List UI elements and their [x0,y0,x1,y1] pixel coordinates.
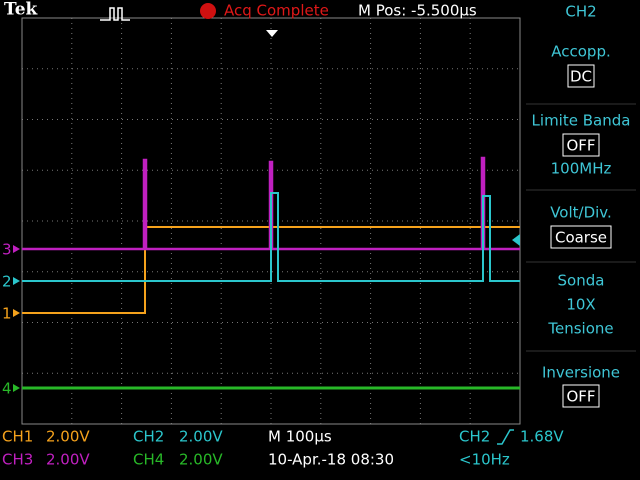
menu-value[interactable]: OFF [566,388,595,406]
ch2-marker: 2 [2,273,12,291]
menu-value[interactable]: 10X [566,296,595,314]
ch3-name: CH3 [2,451,33,469]
graticule-border [21,17,521,425]
ch2-trace [22,192,520,282]
menu-value[interactable]: DC [570,68,592,86]
ch1-scale: 2.00V [46,428,90,446]
menu-value[interactable]: OFF [566,137,595,155]
menu-value[interactable]: Coarse [555,229,607,247]
ch3-marker: 3 [2,241,12,259]
run-indicator [200,3,216,19]
menu-value-box[interactable] [562,384,600,408]
menu-label[interactable]: Inversione [542,364,620,382]
date-time: 10-Apr.-18 08:30 [268,451,394,469]
trigger-slope-icon [497,429,514,445]
ch4-marker-arrow [13,384,20,392]
menu-label[interactable]: Volt/Div. [550,204,612,222]
brand: Tek [4,0,39,20]
ch2-name: CH2 [133,428,164,446]
ch2-marker-arrow [13,277,20,285]
ch1-marker: 1 [2,305,12,323]
horizontal-position: M Pos: -5.500µs [358,2,477,20]
ch3-marker-arrow [13,245,20,253]
ch3-trace [22,156,520,251]
graticule [22,18,520,424]
trigger-position-marker [266,30,278,37]
menu-value-box[interactable] [562,133,600,157]
menu-label[interactable]: Accopp. [551,43,610,61]
menu-value-box[interactable] [550,225,612,249]
timebase: M 100µs [268,428,332,446]
ch1-name: CH1 [2,428,33,446]
ch3-scale: 2.00V [46,451,90,469]
trigger-level: 1.68V [520,428,564,446]
menu-value-box[interactable] [567,64,595,88]
menu-label[interactable]: Sonda [558,272,605,290]
menu-detail: 100MHz [551,160,612,178]
acq-icon [100,7,130,21]
menu-detail: Tensione [547,320,613,338]
acq-status: Acq Complete [224,2,329,20]
ch4-scale: 2.00V [179,451,223,469]
ch2-scale: 2.00V [179,428,223,446]
trigger-frequency: <10Hz [459,451,510,469]
menu-label[interactable]: Limite Banda [532,112,631,130]
trigger-source: CH2 [459,428,490,446]
ch1-marker-arrow [13,309,20,317]
trigger-level-marker [512,234,520,246]
ch4-name: CH4 [133,451,164,469]
ch1-trace [22,226,520,314]
menu-title: CH2 [565,3,596,21]
ch4-marker: 4 [2,380,12,398]
